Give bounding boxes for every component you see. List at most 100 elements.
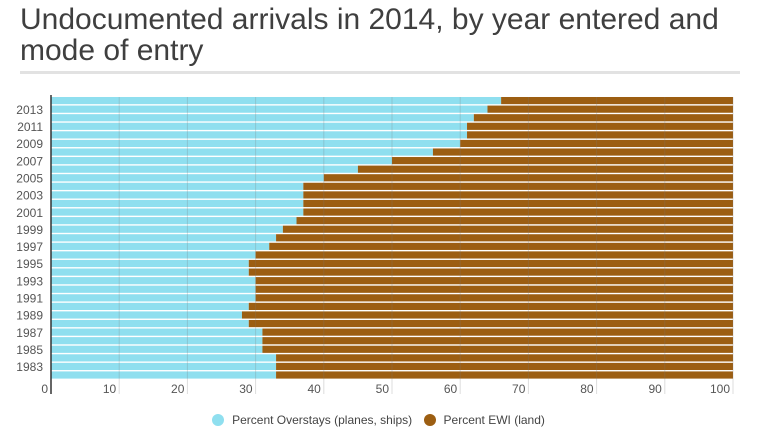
y-tick-label-2007: 2007	[16, 154, 43, 168]
legend-label-overstays: Percent Overstays (planes, ships)	[232, 413, 413, 427]
x-tick-label-90: 90	[648, 382, 662, 396]
bar-ewi-2001	[303, 208, 733, 216]
bar-ewi-1999	[282, 225, 733, 233]
bar-overstays-2009	[51, 139, 461, 148]
bar-overstays-1986	[51, 337, 263, 345]
y-tick-label-1985: 1985	[16, 343, 43, 357]
bar-overstays-2012	[51, 114, 474, 122]
bar-overstays-2013	[51, 105, 488, 113]
bar-ewi-1986	[262, 337, 733, 345]
bar-ewi-2004	[303, 182, 733, 190]
y-tick-label-1991: 1991	[16, 292, 43, 306]
bar-overstays-1997	[51, 242, 270, 250]
x-tick-label-60: 60	[444, 382, 458, 396]
bar-overstays-2014	[51, 97, 502, 105]
bar-overstays-1984	[51, 354, 277, 362]
bar-overstays-1996	[51, 251, 256, 259]
bar-overstays-1999	[51, 225, 283, 233]
legend-label-ewi: Percent EWI (land)	[443, 413, 545, 427]
bar-ewi-2007	[392, 157, 733, 165]
bar-ewi-1992	[255, 285, 733, 293]
bar-ewi-1997	[269, 242, 733, 250]
legend: Percent Overstays (planes, ships) Percen…	[0, 413, 757, 429]
bar-overstays-2010	[51, 131, 468, 139]
bar-ewi-2012	[473, 114, 733, 122]
bar-overstays-2011	[51, 122, 468, 130]
bar-ewi-1990	[248, 302, 733, 310]
bar-chart: 0 10 20 30 40 50 60 70 80 90 100 2013 2011 2009 2007 20…	[16, 95, 734, 396]
y-tick-label-1993: 1993	[16, 274, 43, 288]
bar-ewi-2014	[501, 97, 733, 105]
bar-overstays-2005	[51, 174, 324, 182]
bar-overstays-1982	[51, 371, 277, 379]
bar-ewi-2011	[467, 122, 733, 130]
bar-overstays-1988	[51, 319, 249, 328]
bar-overstays-2004	[51, 182, 304, 190]
x-tick-label-30: 30	[239, 382, 253, 396]
x-tick-label-40: 40	[307, 382, 321, 396]
bar-ewi-2002	[303, 199, 733, 208]
bar-overstays-1993	[51, 277, 256, 285]
bar-overstays-2000	[51, 217, 297, 225]
x-tick-label-70: 70	[512, 382, 526, 396]
y-tick-label-2003: 2003	[16, 189, 43, 203]
bar-ewi-1985	[262, 345, 733, 353]
bar-overstays-1985	[51, 345, 263, 353]
bar-overstays-2006	[51, 165, 358, 173]
legend-item-overstays[interactable]: Percent Overstays (planes, ships)	[212, 413, 412, 427]
bar-overstays-1990	[51, 302, 249, 310]
x-tick-label-100: 100	[710, 382, 730, 396]
bar-ewi-1988	[248, 319, 733, 328]
bar-ewi-1983	[276, 362, 733, 371]
y-tick-label-2011: 2011	[17, 120, 43, 134]
x-tick-label-20: 20	[171, 382, 185, 396]
bar-overstays-1994	[51, 268, 249, 276]
y-tick-label-1983: 1983	[16, 360, 43, 374]
bar-overstays-1983	[51, 362, 277, 371]
y-tick-label-2005: 2005	[16, 171, 43, 185]
bar-ewi-2008	[432, 148, 733, 156]
x-tick-label-80: 80	[580, 382, 594, 396]
legend-swatch-ewi	[423, 414, 436, 426]
bar-ewi-2009	[460, 139, 733, 148]
bar-overstays-1989	[51, 311, 242, 319]
bar-overstays-2002	[51, 199, 304, 208]
x-tick-label-0: 0	[41, 382, 48, 396]
bar-ewi-1994	[248, 268, 733, 276]
y-tick-label-2001: 2001	[16, 206, 43, 220]
title-divider	[20, 71, 740, 74]
chart-title: Undocumented arrivals in 2014, by year e…	[20, 3, 719, 67]
y-tick-label-2009: 2009	[16, 137, 43, 151]
y-tick-label-1999: 1999	[16, 223, 43, 237]
bar-ewi-1982	[276, 371, 733, 379]
bar-ewi-1998	[276, 234, 733, 242]
bar-ewi-1984	[276, 354, 733, 362]
bar-overstays-2008	[51, 148, 433, 156]
bar-overstays-2007	[51, 157, 392, 165]
bar-overstays-1991	[51, 294, 256, 302]
bar-ewi-1991	[255, 294, 733, 302]
bar-ewi-1987	[262, 328, 733, 336]
bar-ewi-2013	[487, 105, 733, 113]
bar-overstays-2003	[51, 191, 304, 199]
bar-ewi-1989	[241, 311, 733, 319]
bar-ewi-2010	[467, 131, 733, 139]
bar-ewi-1995	[248, 259, 733, 268]
y-tick-label-1995: 1995	[16, 257, 43, 271]
y-tick-label-2013: 2013	[16, 103, 43, 117]
y-tick-label-1989: 1989	[16, 309, 43, 323]
bar-overstays-1995	[51, 259, 249, 268]
bar-ewi-1996	[255, 251, 733, 259]
x-tick-label-50: 50	[376, 382, 390, 396]
bar-ewi-2000	[296, 217, 733, 225]
bar-ewi-2003	[303, 191, 733, 199]
bar-overstays-2001	[51, 208, 304, 216]
x-tick-label-10: 10	[103, 382, 117, 396]
legend-item-ewi[interactable]: Percent EWI (land)	[423, 413, 545, 427]
y-tick-label-1987: 1987	[16, 326, 43, 340]
legend-swatch-overstays	[212, 414, 225, 426]
bar-ewi-1993	[255, 277, 733, 285]
y-tick-label-1997: 1997	[16, 240, 43, 254]
bar-ewi-2005	[323, 174, 733, 182]
bar-ewi-2006	[357, 165, 733, 173]
